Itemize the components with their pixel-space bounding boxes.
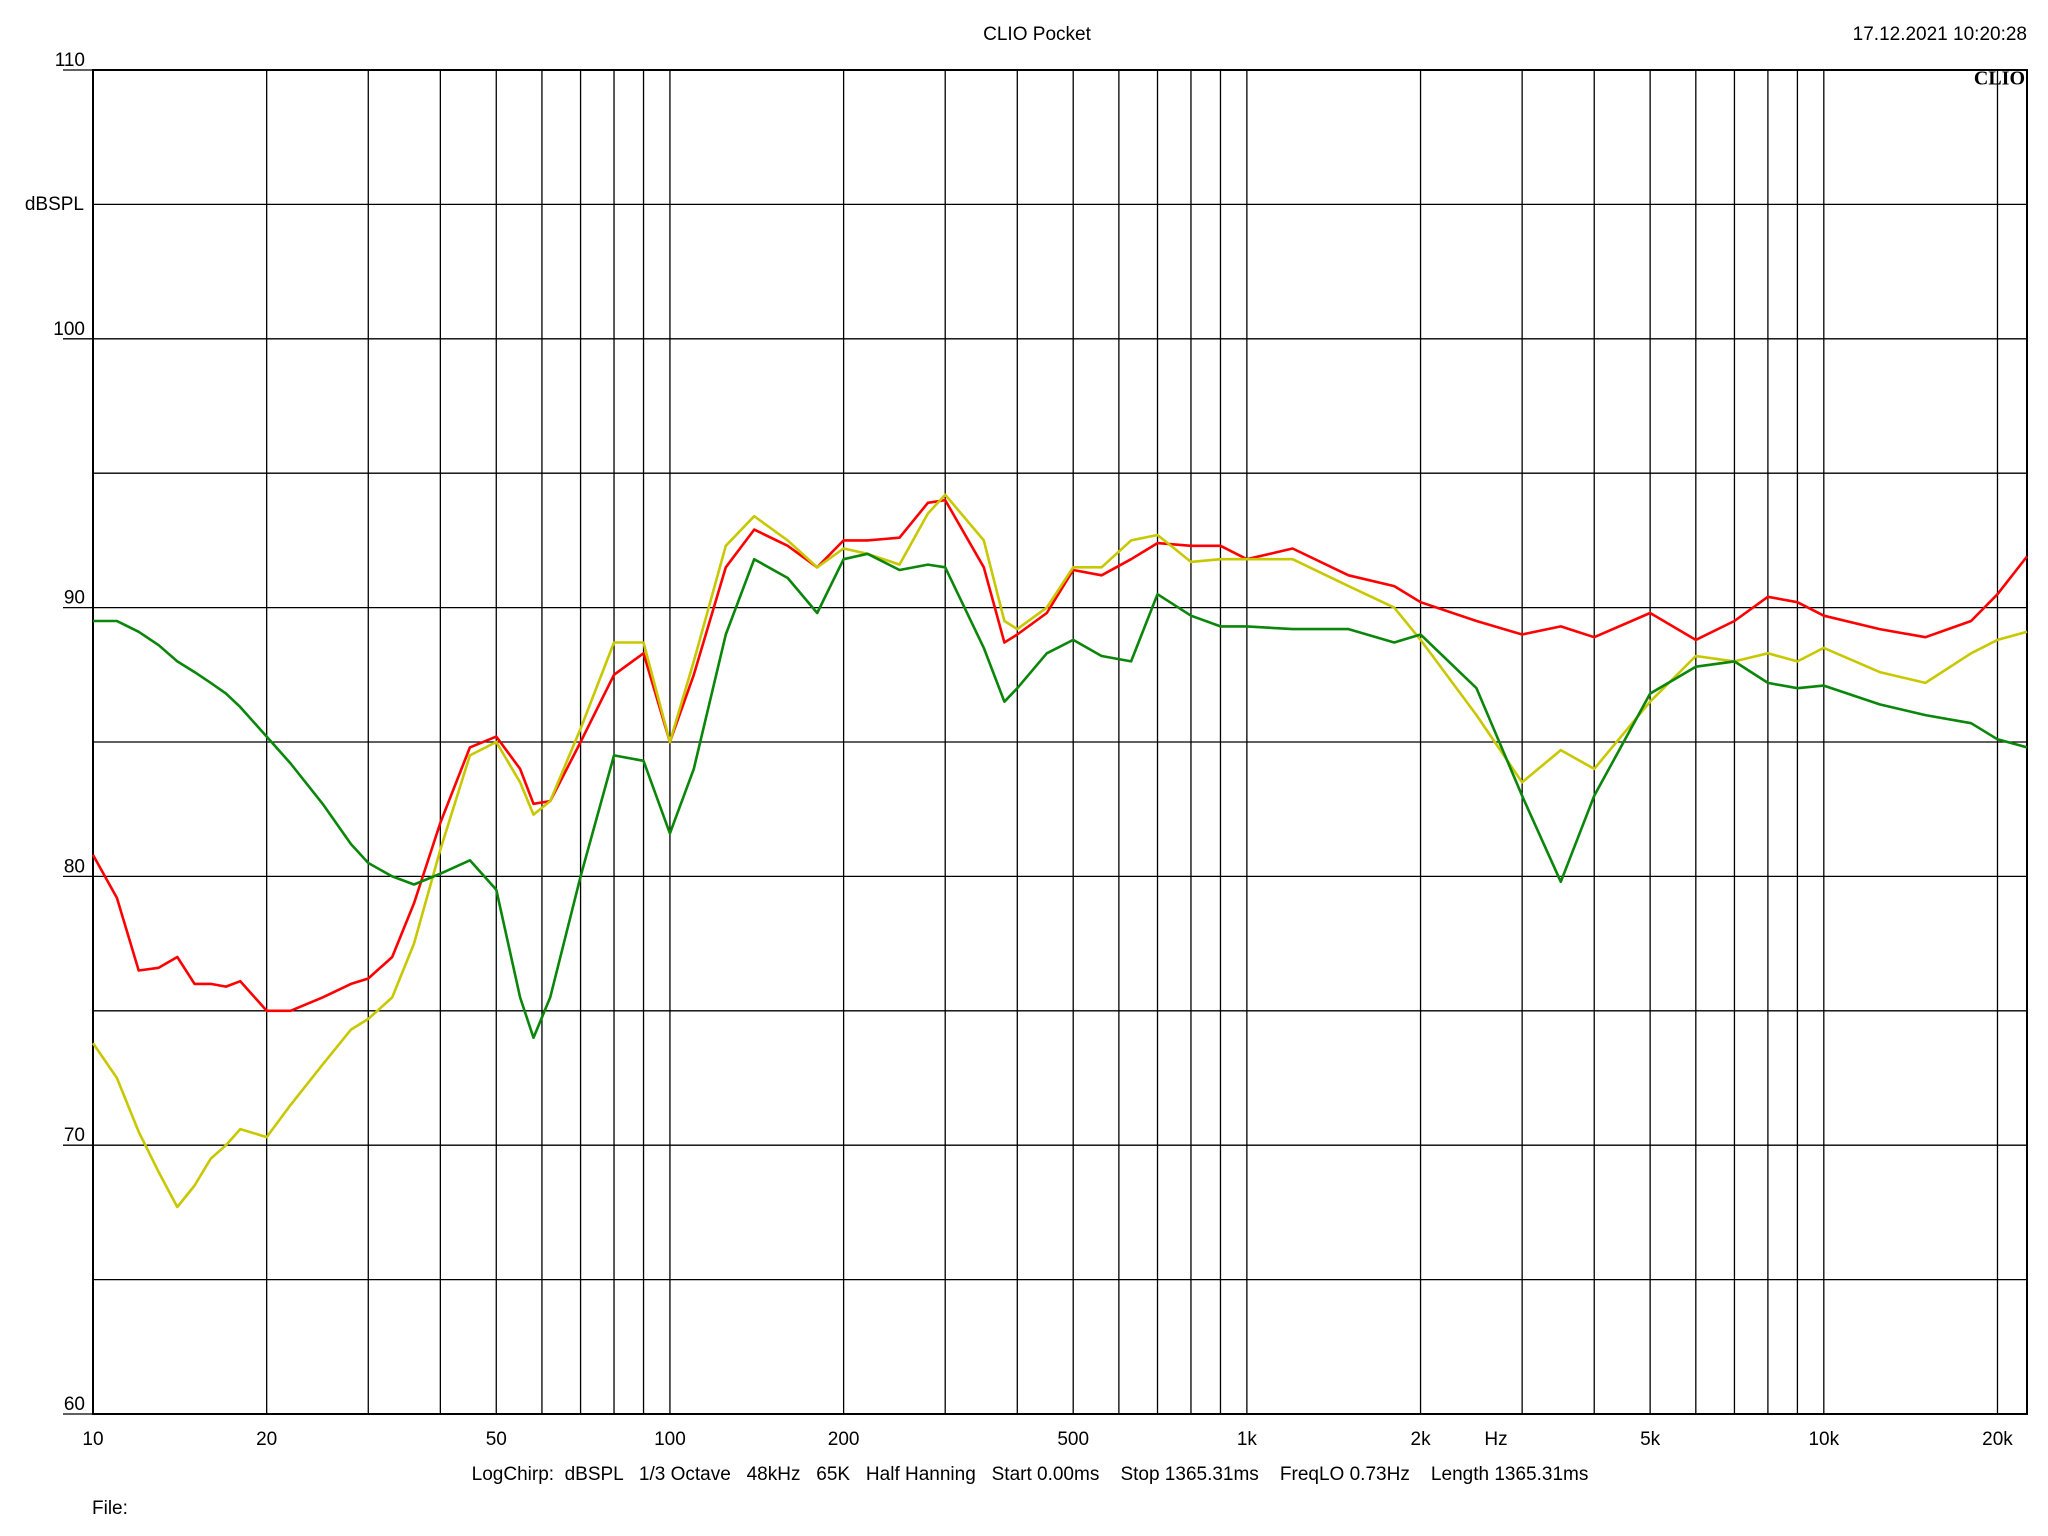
logo: CLIO (1974, 68, 2025, 90)
series-line (91, 493, 2028, 1209)
timestamp: 17.12.2021 10:20:28 (1853, 24, 2027, 45)
y-tick-label: 60 (64, 1394, 85, 1415)
x-tick-label: 100 (654, 1429, 686, 1450)
settings: LogChirp: dBSPL 1/3 Octave 48kHz 65K Hal… (472, 1464, 1589, 1485)
y-tick-label: 70 (64, 1125, 85, 1146)
x-tick-label: 10k (1808, 1429, 1839, 1450)
plot-frame (92, 69, 2028, 1415)
x-axis-label: Hz (1484, 1429, 1507, 1450)
series-line (91, 498, 2029, 1013)
x-tick-label: 200 (828, 1429, 860, 1450)
y-tick-label: 90 (64, 588, 85, 609)
x-tick-label: 50 (486, 1429, 507, 1450)
chart-title: CLIO Pocket (983, 24, 1091, 45)
series-line (93, 552, 2028, 1039)
x-tick-label: 5k (1640, 1429, 1661, 1450)
x-tick-label: 2k (1411, 1429, 1432, 1450)
y-tick-label: 100 (53, 319, 85, 340)
file-label: File: (92, 1498, 128, 1519)
x-tick-label: 500 (1057, 1429, 1089, 1450)
x-tick-label: 20 (256, 1429, 277, 1450)
y-tick-label: 110 (55, 50, 85, 71)
y-tick-label: 80 (64, 856, 85, 877)
x-tick-label: 20k (1982, 1429, 2013, 1450)
x-tick-label: 1k (1237, 1429, 1258, 1450)
x-tick-label: 10 (82, 1429, 103, 1450)
y-axis-label: dBSPL (25, 194, 84, 215)
